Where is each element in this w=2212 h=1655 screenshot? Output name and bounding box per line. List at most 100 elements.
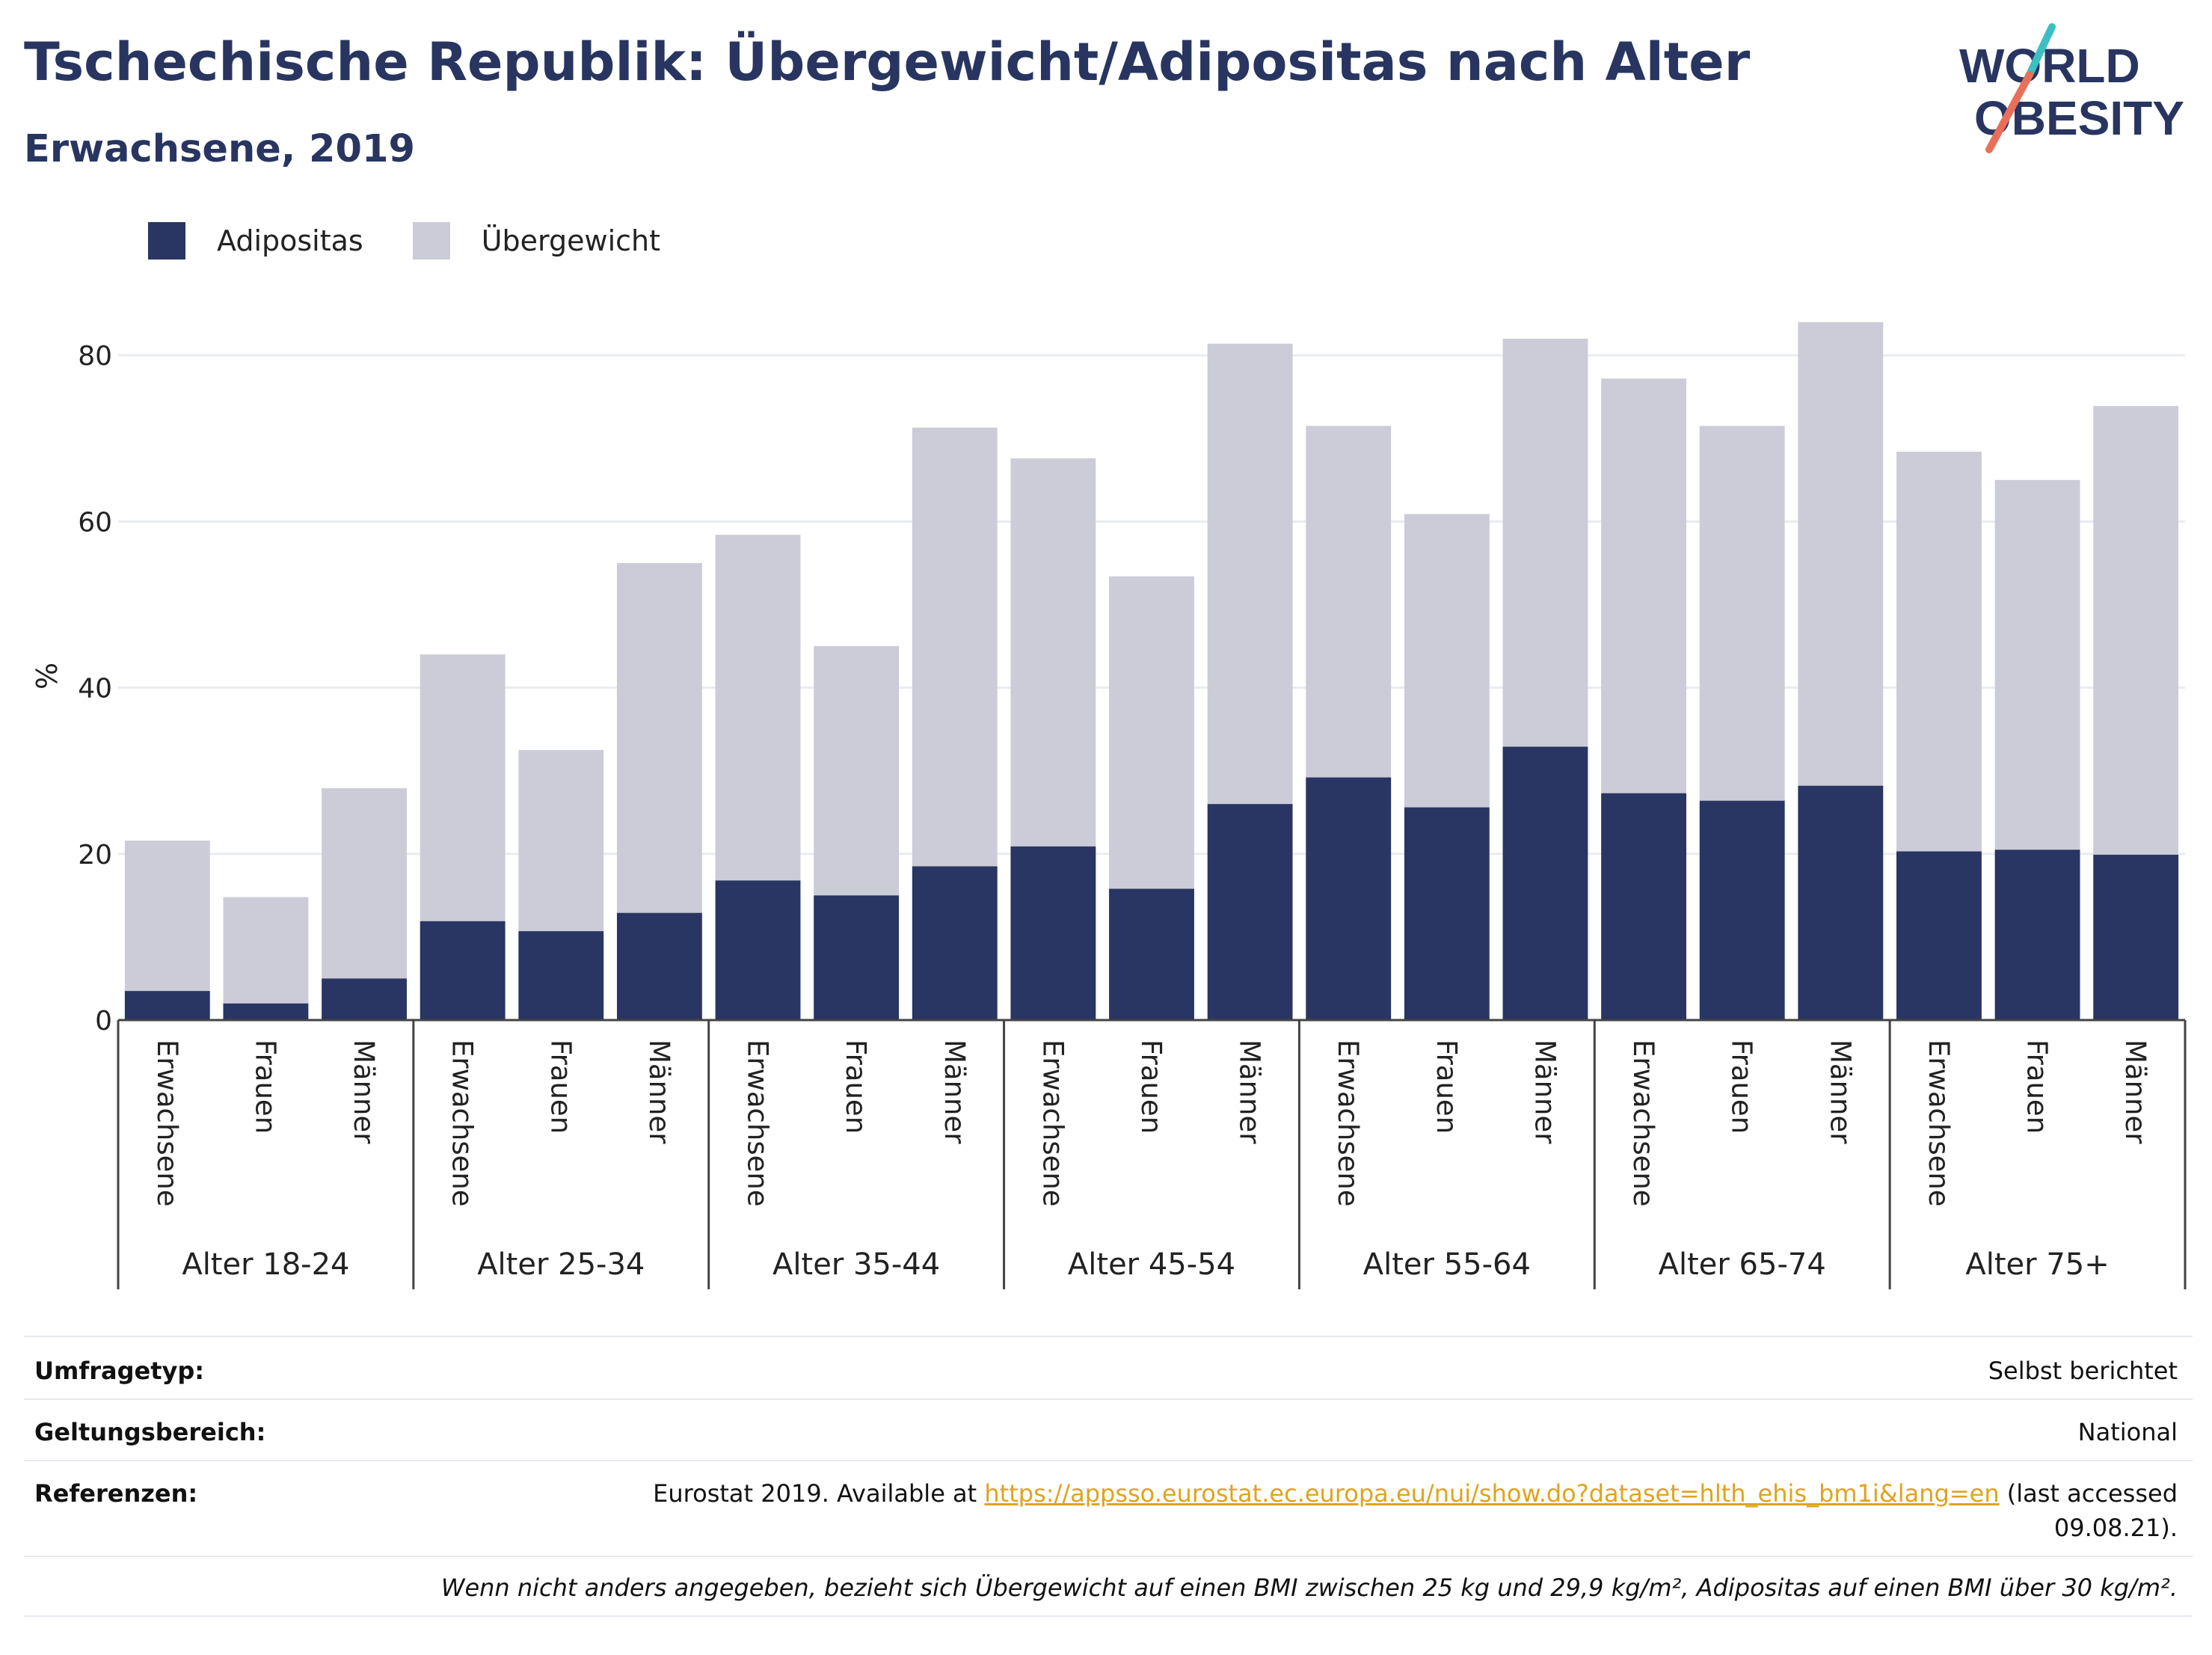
- bar-adipositas: [1994, 850, 2080, 1020]
- world-obesity-logo: WORLD OBESITY: [1959, 23, 2184, 153]
- x-subcategory-label: Frauen: [2021, 1040, 2053, 1134]
- bar-adipositas: [1404, 807, 1490, 1020]
- bar-uebergewicht: [322, 788, 407, 979]
- x-subcategory-label: Erwachsene: [1923, 1040, 1955, 1207]
- bar-uebergewicht: [814, 646, 900, 896]
- bar-uebergewicht: [1404, 514, 1490, 808]
- bar-uebergewicht: [1896, 452, 1982, 852]
- y-tick-label: 20: [78, 840, 112, 871]
- scope-label: Geltungsbereich:: [34, 1418, 266, 1446]
- bar-uebergewicht: [1798, 322, 1884, 786]
- references-link[interactable]: https://appsso.eurostat.ec.europa.eu/nui…: [984, 1479, 2000, 1508]
- chart-legend: Adipositas Übergewicht: [148, 221, 710, 260]
- x-subcategory-label: Männer: [348, 1040, 380, 1144]
- page-title: Tschechische Republik: Übergewicht/Adipo…: [24, 31, 1751, 93]
- x-subcategory-label: Männer: [1824, 1040, 1856, 1144]
- bar-adipositas: [518, 931, 604, 1020]
- x-subcategory-label: Männer: [2119, 1040, 2151, 1144]
- bar-adipositas: [1109, 888, 1194, 1020]
- divider: [24, 1398, 2193, 1400]
- x-subcategory-label: Erwachsene: [1627, 1040, 1659, 1207]
- bar-adipositas: [1502, 746, 1588, 1020]
- bar-adipositas: [1699, 800, 1785, 1020]
- scope-value: National: [2077, 1418, 2178, 1446]
- bar-uebergewicht: [616, 562, 702, 913]
- references-prefix: Eurostat 2019. Available at: [653, 1479, 985, 1508]
- divider: [24, 1556, 2193, 1557]
- y-tick-label: 60: [78, 507, 112, 538]
- x-subcategory-label: Erwachsene: [151, 1040, 183, 1207]
- y-tick-label: 80: [78, 341, 112, 372]
- bar-adipositas: [322, 978, 407, 1020]
- x-group-label: Alter 35-44: [772, 1247, 940, 1282]
- bar-uebergewicht: [1601, 378, 1687, 793]
- survey-type-value: Selbst berichtet: [1988, 1357, 2178, 1385]
- bar-adipositas: [1306, 777, 1392, 1020]
- x-group-label: Alter 65-74: [1659, 1247, 1826, 1282]
- bar-adipositas: [616, 912, 702, 1020]
- bar-uebergewicht: [1207, 343, 1293, 805]
- x-group-label: Alter 18-24: [182, 1247, 349, 1282]
- x-subcategory-label: Frauen: [1726, 1040, 1758, 1134]
- bar-adipositas: [1896, 851, 1982, 1020]
- bar-uebergewicht: [420, 654, 506, 921]
- y-tick-label: 0: [95, 1006, 112, 1037]
- footnote: Wenn nicht anders angegeben, bezieht sic…: [440, 1573, 2178, 1602]
- x-subcategory-label: Männer: [1529, 1040, 1561, 1144]
- references-value: Eurostat 2019. Available at https://apps…: [653, 1476, 2178, 1545]
- legend-swatch-adipositas: [148, 222, 185, 260]
- divider: [24, 1336, 2193, 1337]
- bar-uebergewicht: [715, 535, 801, 881]
- bar-uebergewicht: [2093, 405, 2179, 855]
- bar-adipositas: [1798, 785, 1884, 1020]
- bar-adipositas: [1010, 846, 1096, 1020]
- bar-adipositas: [715, 880, 801, 1020]
- x-subcategory-label: Erwachsene: [1036, 1040, 1069, 1207]
- bar-adipositas: [1601, 793, 1687, 1020]
- bar-adipositas: [814, 895, 900, 1020]
- bar-uebergewicht: [1994, 479, 2080, 850]
- bar-uebergewicht: [912, 427, 998, 867]
- references-suffix: (last accessed: [1999, 1479, 2178, 1508]
- x-subcategory-label: Erwachsene: [742, 1040, 774, 1207]
- x-subcategory-label: Erwachsene: [1332, 1040, 1364, 1207]
- x-subcategory-label: Frauen: [544, 1040, 577, 1134]
- bar-uebergewicht: [1699, 426, 1785, 801]
- bar-uebergewicht: [223, 897, 309, 1004]
- bar-uebergewicht: [124, 841, 210, 992]
- legend-label-adipositas: Adipositas: [217, 224, 363, 257]
- bar-adipositas: [2093, 854, 2179, 1020]
- bar-uebergewicht: [1010, 458, 1096, 847]
- x-group-label: Alter 75+: [1965, 1247, 2109, 1282]
- x-subcategory-label: Frauen: [840, 1040, 872, 1134]
- bar-adipositas: [1207, 804, 1293, 1020]
- x-group-label: Alter 55-64: [1363, 1247, 1531, 1282]
- bar-uebergewicht: [1109, 576, 1194, 889]
- page-subtitle: Erwachsene, 2019: [24, 127, 415, 171]
- bar-uebergewicht: [1502, 338, 1588, 747]
- legend-swatch-uebergewicht: [412, 222, 450, 260]
- survey-type-label: Umfragetyp:: [34, 1357, 205, 1385]
- y-axis-label: %: [31, 663, 64, 690]
- logo-line1: WORLD: [1959, 39, 2140, 93]
- x-subcategory-label: Männer: [643, 1040, 675, 1144]
- x-subcategory-label: Frauen: [1135, 1040, 1167, 1134]
- bar-adipositas: [223, 1003, 309, 1020]
- bar-uebergewicht: [518, 749, 604, 932]
- divider: [24, 1615, 2193, 1617]
- x-subcategory-label: Männer: [938, 1040, 971, 1144]
- x-subcategory-label: Frauen: [249, 1040, 281, 1134]
- x-group-label: Alter 45-54: [1068, 1247, 1235, 1282]
- y-tick-label: 40: [78, 674, 112, 704]
- logo-coral-slash: [1985, 71, 2033, 153]
- x-group-label: Alter 25-34: [477, 1247, 645, 1282]
- x-subcategory-label: Frauen: [1431, 1040, 1463, 1134]
- bar-adipositas: [912, 866, 998, 1020]
- bar-uebergewicht: [1306, 426, 1392, 778]
- bar-chart: 0 20 40 60 80% Erwachsene Frauen Männer Erwachse…: [31, 322, 2187, 1289]
- legend-label-uebergewicht: Übergewicht: [481, 224, 660, 257]
- bar-adipositas: [124, 991, 210, 1020]
- references-label: Referenzen:: [34, 1479, 198, 1508]
- bar-adipositas: [420, 921, 506, 1020]
- divider: [24, 1460, 2193, 1461]
